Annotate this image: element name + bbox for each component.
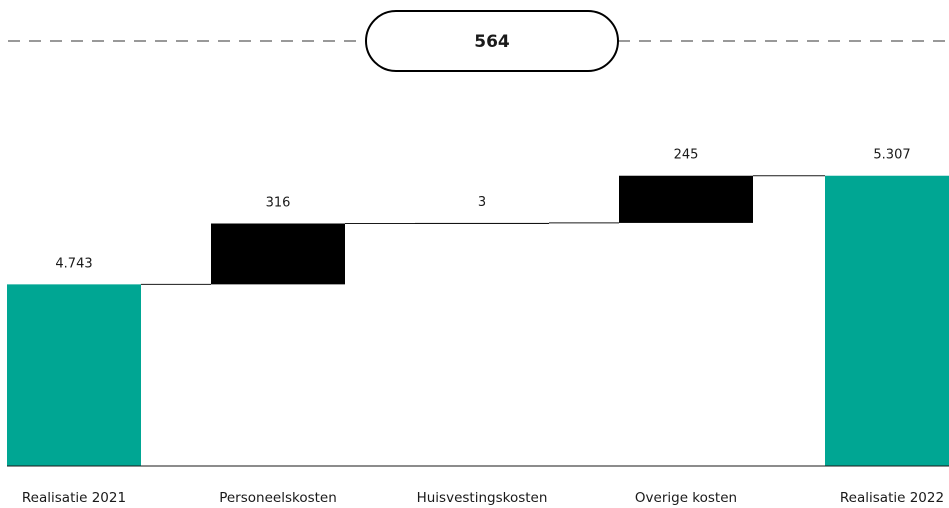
category-label-1: Realisatie 2021	[22, 490, 126, 506]
category-label-3: Huisvestingskosten	[417, 490, 548, 506]
data-label-4: 245	[674, 148, 699, 163]
connector-lines	[141, 175, 825, 285]
category-label-5: Realisatie 2022	[840, 490, 944, 506]
bar-3	[415, 222, 549, 224]
difference-indicator: 564	[8, 10, 949, 72]
bar-4	[619, 175, 753, 223]
difference-badge	[365, 10, 619, 72]
data-label-5: 5.307	[873, 148, 910, 163]
data-labels: 4.743 316 3 245 5.307	[55, 148, 910, 272]
bars	[7, 175, 949, 466]
bar-5	[825, 175, 949, 466]
category-labels: Realisatie 2021 Personeelskosten Huisvesti…	[22, 490, 944, 506]
bar-1	[7, 284, 141, 466]
data-label-3: 3	[478, 195, 486, 210]
difference-value: 564	[474, 32, 510, 52]
data-label-2: 316	[266, 195, 291, 210]
data-label-1: 4.743	[55, 256, 92, 271]
category-label-4: Overige kosten	[635, 490, 737, 506]
category-label-2: Personeelskosten	[219, 490, 337, 506]
bar-2	[211, 223, 345, 285]
